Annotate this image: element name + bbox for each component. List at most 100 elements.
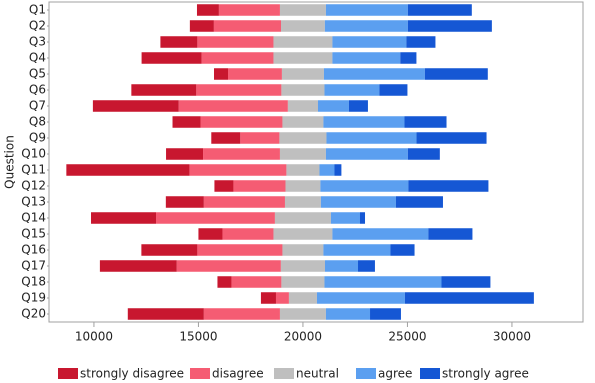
bar-segment	[395, 196, 443, 208]
y-tick-label: Q17	[21, 259, 46, 273]
bar-segment	[288, 292, 317, 304]
bar-segment	[213, 20, 281, 32]
bar-segment	[214, 68, 229, 80]
y-tick-label: Q8	[29, 115, 46, 129]
bar-segment	[166, 148, 204, 160]
y-tick-label: Q20	[21, 307, 46, 321]
y-tick-label: Q3	[29, 35, 46, 49]
legend-label: agree	[378, 367, 412, 381]
legend-swatch	[356, 368, 376, 379]
y-tick-label: Q7	[29, 99, 46, 113]
bar-segment	[217, 276, 232, 288]
y-tick-label: Q16	[21, 243, 46, 257]
y-tick-label: Q1	[29, 3, 46, 17]
bar-segment	[332, 36, 407, 48]
bar-segment	[178, 100, 288, 112]
bar-segment	[189, 20, 214, 32]
bar-segment	[316, 292, 405, 304]
bar-segment	[330, 212, 360, 224]
bar-segment	[332, 228, 429, 240]
bar-segment	[141, 52, 202, 64]
bar-segment	[281, 276, 325, 288]
plot-frame	[48, 1, 584, 323]
bar-segment	[282, 116, 324, 128]
bar-segment	[279, 148, 326, 160]
bar-segment	[324, 276, 442, 288]
y-tick-label: Q15	[21, 227, 46, 241]
bar-segment	[358, 260, 375, 272]
legend-label: neutral	[296, 367, 339, 381]
bar-segment	[286, 164, 320, 176]
bar-segment	[323, 68, 425, 80]
y-tick-label: Q9	[29, 131, 46, 145]
bar-segment	[332, 52, 401, 64]
y-tick-label: Q10	[21, 147, 46, 161]
bar-segment	[407, 148, 440, 160]
legend-swatch	[190, 368, 210, 379]
bar-segment	[198, 228, 223, 240]
bar-segment	[189, 164, 287, 176]
bar-segment	[228, 68, 282, 80]
bar-segment	[160, 36, 198, 48]
bar-segment	[197, 36, 274, 48]
bar-segment	[218, 4, 280, 16]
y-tick-label: Q13	[21, 195, 46, 209]
legend-label: strongly disagree	[80, 367, 184, 381]
bar-segment	[274, 212, 331, 224]
bar-segment	[99, 260, 177, 272]
bar-segment	[273, 228, 333, 240]
bar-segment	[319, 164, 335, 176]
bar-segment	[203, 308, 280, 320]
y-tick-label: Q5	[29, 67, 46, 81]
bar-segment	[407, 20, 492, 32]
bar-segment	[334, 164, 342, 176]
y-tick-label: Q19	[21, 291, 46, 305]
bar-segment	[196, 4, 219, 16]
bar-segment	[370, 308, 401, 320]
y-tick-label: Q6	[29, 83, 46, 97]
bar-segment	[408, 180, 489, 192]
bar-segment	[231, 276, 282, 288]
bar-segment	[390, 244, 415, 256]
bar-segment	[165, 196, 204, 208]
x-tick-label: 10000	[75, 330, 113, 344]
bar-segment	[320, 196, 396, 208]
bar-segment	[406, 36, 436, 48]
bar-segment	[66, 164, 190, 176]
x-tick-label: 25000	[388, 330, 426, 344]
x-tick-label: 20000	[284, 330, 322, 344]
y-tick-label: Q11	[21, 163, 46, 177]
bar-segment	[279, 308, 326, 320]
bar-segment	[325, 4, 408, 16]
legend-swatch	[58, 368, 78, 379]
bar-segment	[325, 148, 408, 160]
x-tick-label: 15000	[179, 330, 217, 344]
bar-segment	[284, 196, 321, 208]
bar-segment	[211, 132, 241, 144]
x-tick-label: 30000	[493, 330, 531, 344]
bar-segment	[141, 244, 198, 256]
y-tick-label: Q2	[29, 19, 46, 33]
bar-segment	[400, 52, 417, 64]
bar-segment	[324, 260, 359, 272]
bar-segment	[233, 180, 286, 192]
bar-segment	[287, 100, 318, 112]
bar-segment	[281, 68, 324, 80]
bar-segment	[131, 84, 197, 96]
legend-label: disagree	[212, 367, 264, 381]
bar-segment	[441, 276, 491, 288]
legend-swatch	[274, 368, 294, 379]
bar-segment	[279, 132, 327, 144]
bar-segment	[172, 116, 201, 128]
bar-segment	[320, 180, 409, 192]
bar-segment	[279, 4, 326, 16]
bar-segment	[200, 116, 283, 128]
legend-swatch	[420, 368, 440, 379]
bar-segment	[324, 20, 408, 32]
bar-segment	[428, 228, 473, 240]
bar-segment	[222, 228, 274, 240]
bar-segment	[325, 308, 371, 320]
bar-segment	[282, 244, 324, 256]
y-tick-label: Q14	[21, 211, 46, 225]
